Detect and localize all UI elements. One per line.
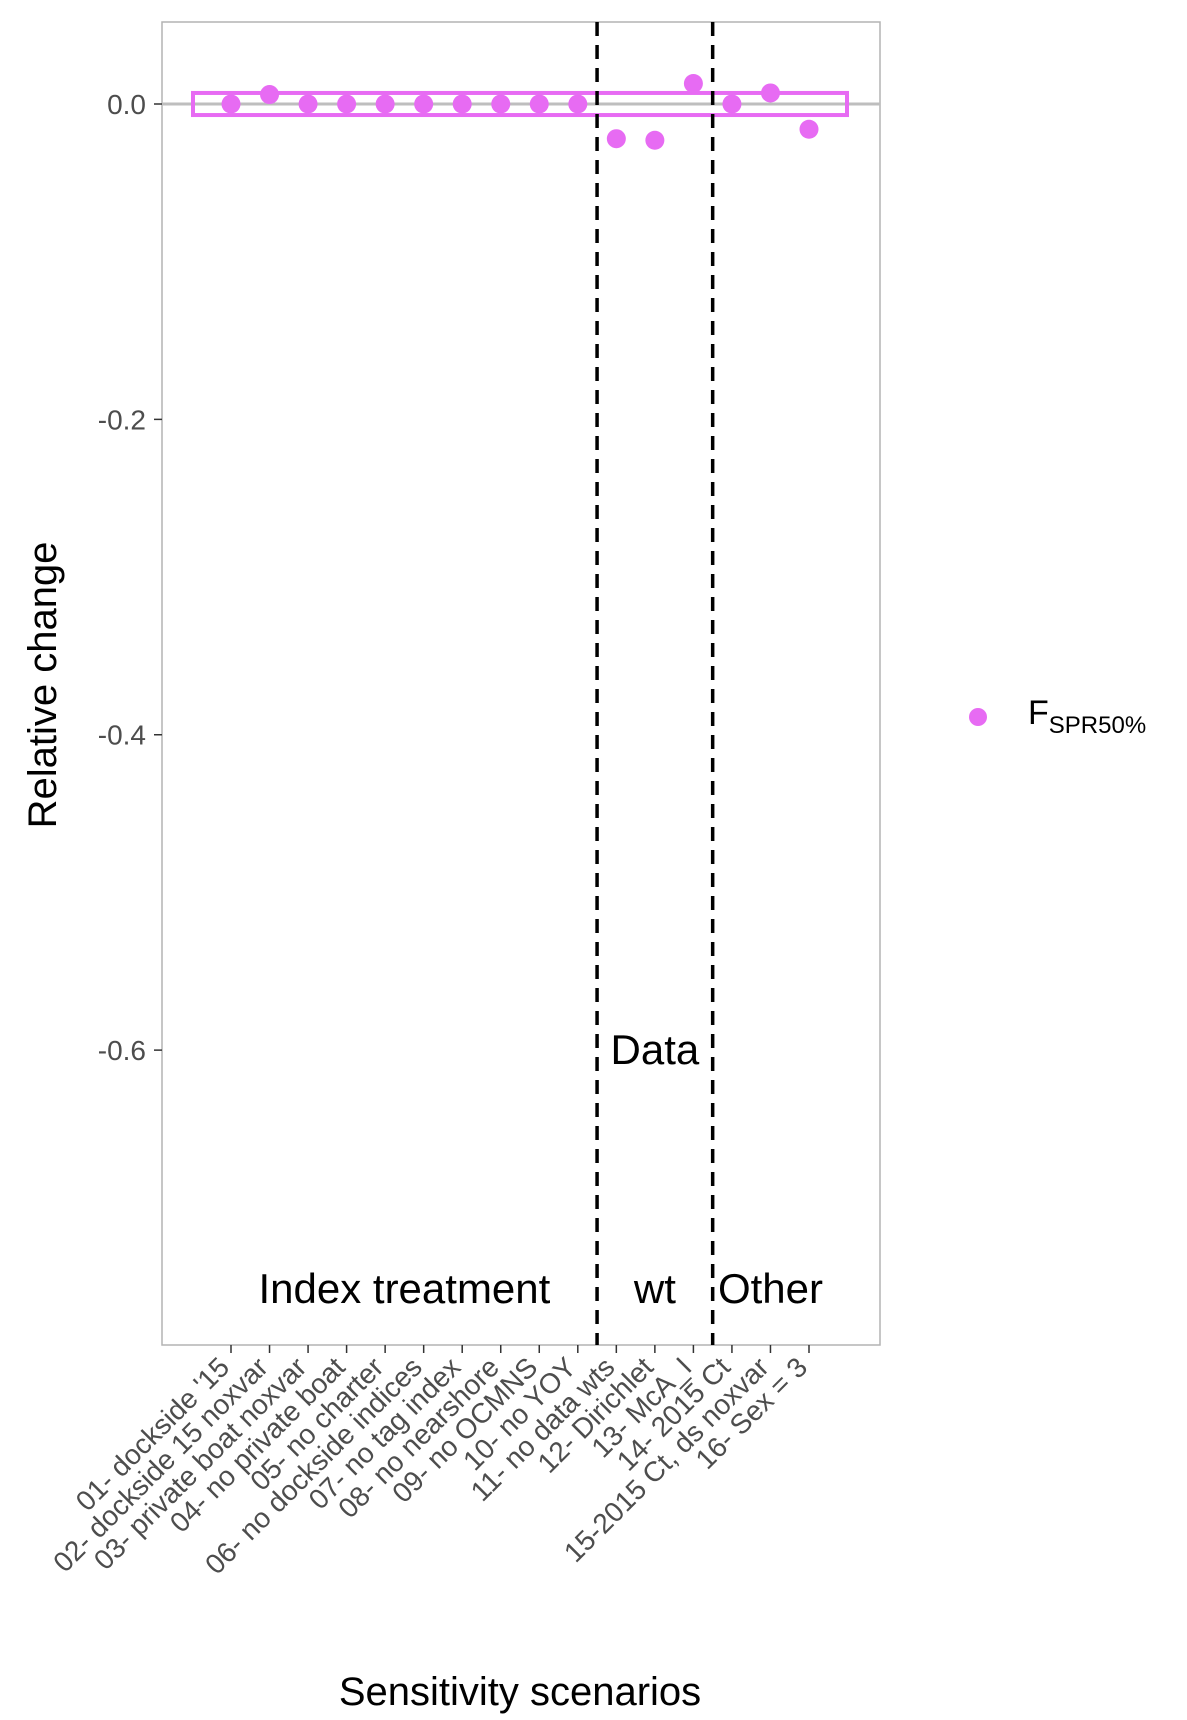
data-point: [414, 94, 434, 114]
data-point: [645, 130, 665, 150]
data-point: [722, 94, 742, 114]
y-tick-label: -0.2: [98, 404, 146, 435]
region-label-2: wt: [633, 1265, 676, 1312]
data-point: [337, 94, 357, 114]
y-tick-label: 0.0: [107, 89, 146, 120]
data-point: [491, 94, 511, 114]
x-axis-title: Sensitivity scenarios: [339, 1670, 701, 1714]
region-label-2-upper: Data: [611, 1026, 700, 1073]
legend-key-point: [969, 708, 987, 726]
y-axis-title: Relative change: [21, 542, 65, 829]
data-point: [799, 119, 819, 139]
data-point: [683, 73, 703, 93]
data-point: [452, 94, 472, 114]
data-point: [606, 129, 626, 149]
data-point: [375, 94, 395, 114]
panel-border: [161, 21, 881, 1346]
y-tick-label: -0.6: [98, 1035, 146, 1066]
data-point: [529, 94, 549, 114]
data-point: [260, 85, 280, 105]
legend-label: FSPR50%: [1028, 694, 1146, 739]
data-point: [221, 94, 241, 114]
y-tick-label: -0.4: [98, 720, 146, 751]
data-point: [760, 83, 780, 103]
data-point: [298, 94, 318, 114]
legend: FSPR50%: [969, 694, 1146, 739]
region-label-1: Index treatment: [258, 1265, 550, 1312]
data-point: [568, 94, 588, 114]
region-label-3: Other: [718, 1265, 823, 1312]
legend-label-main: F: [1028, 694, 1049, 732]
summary-box: [191, 90, 849, 118]
legend-label-subscript: SPR50%: [1049, 712, 1146, 739]
